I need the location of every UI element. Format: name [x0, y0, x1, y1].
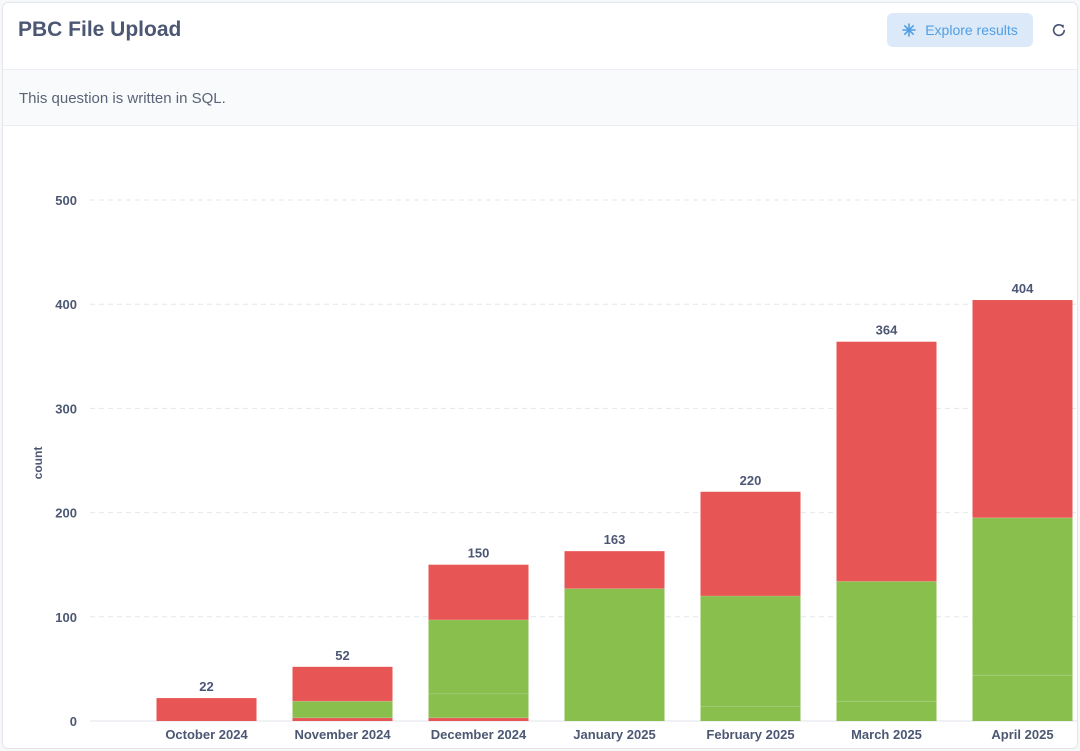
x-tick-label: January 2025: [573, 727, 655, 742]
x-tick-label: April 2025: [991, 727, 1053, 742]
bar-total-label: 163: [604, 532, 626, 547]
bar-segment: [292, 701, 393, 718]
explore-results-label: Explore results: [925, 22, 1018, 38]
bar-segment: [700, 491, 801, 596]
y-tick-label: 0: [70, 714, 77, 729]
sparkle-icon: [902, 23, 917, 37]
bar-segment: [292, 717, 393, 721]
bar-segment: [972, 675, 1073, 721]
stacked-bar-chart: 0 100 200 300 400 500 count 22 October 2024 52 Nov…: [31, 193, 1077, 742]
question-header: PBC File Upload Explore results: [3, 3, 1077, 70]
y-tick-label: 100: [55, 610, 77, 625]
y-tick-label: 500: [55, 193, 77, 208]
bar-segment: [428, 693, 529, 718]
bar-segment: [972, 517, 1073, 676]
bar-segment: [428, 619, 529, 694]
x-tick-label: November 2024: [294, 727, 391, 742]
sql-notice-text: This question is written in SQL.: [19, 90, 226, 107]
bar-total-label: 52: [335, 648, 349, 663]
bar-segment: [836, 341, 937, 582]
bar-segment: [428, 717, 529, 721]
bar-total-label: 364: [876, 323, 898, 338]
y-tick-label: 200: [55, 506, 77, 521]
bar-segment: [836, 701, 937, 721]
bar-total-label: 220: [740, 473, 762, 488]
y-tick-label: 400: [55, 297, 77, 312]
bar-segment: [292, 666, 393, 702]
bar-segment: [564, 551, 665, 589]
sql-notice: This question is written in SQL.: [3, 70, 1077, 126]
x-tick-label: March 2025: [851, 727, 922, 742]
bar-segment: [156, 698, 257, 721]
refresh-button[interactable]: [1049, 20, 1069, 40]
bar-segment: [700, 595, 801, 707]
bar-total-label: 150: [468, 546, 490, 561]
bar-total-label: 22: [199, 679, 213, 694]
page-title: PBC File Upload: [18, 18, 182, 41]
bar-segment: [700, 706, 801, 721]
explore-results-button[interactable]: Explore results: [887, 13, 1033, 47]
y-axis-label: count: [31, 447, 45, 480]
x-tick-label: December 2024: [431, 727, 527, 742]
bar-segment: [564, 588, 665, 721]
bar-segment: [972, 300, 1073, 518]
refresh-icon: [1052, 23, 1066, 37]
bar-segment: [428, 564, 529, 620]
x-tick-label: October 2024: [165, 727, 248, 742]
x-tick-label: February 2025: [706, 727, 794, 742]
bar-segment: [836, 581, 937, 702]
y-tick-label: 300: [55, 401, 77, 416]
bar-total-label: 404: [1012, 281, 1034, 296]
